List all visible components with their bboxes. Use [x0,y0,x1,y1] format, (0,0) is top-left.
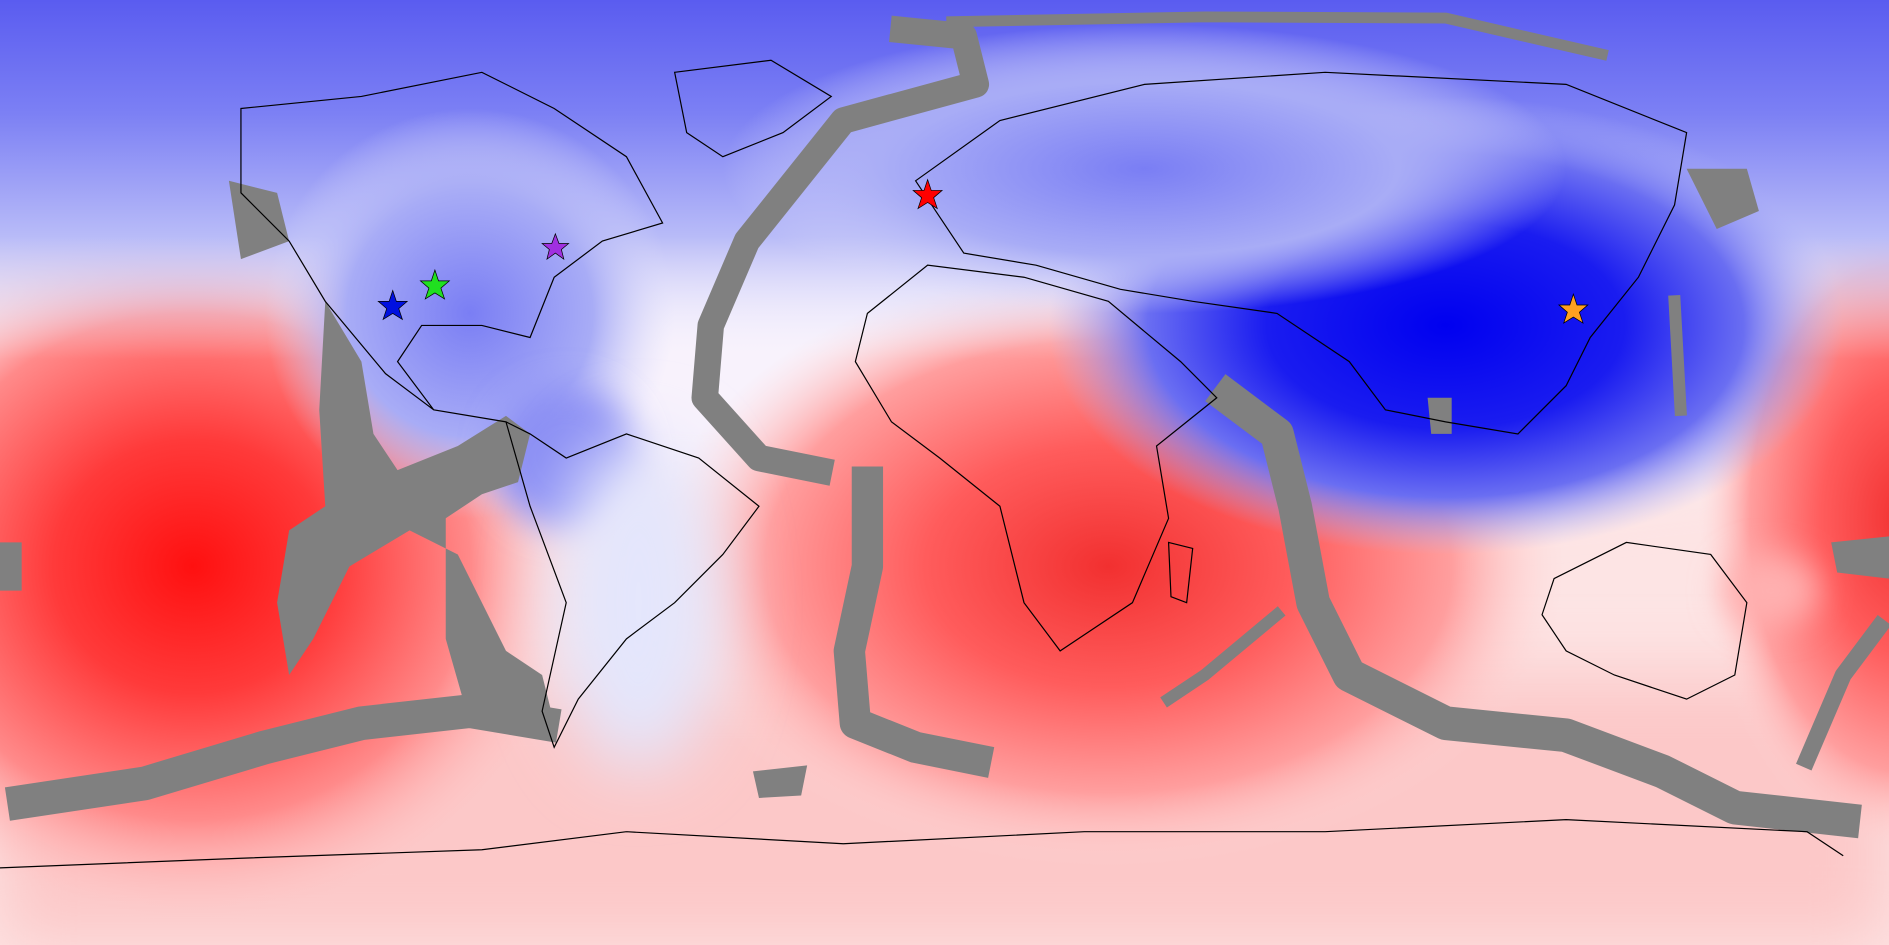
mask-band [946,11,1609,61]
atlantic-white [554,433,723,772]
mask-band [833,466,995,778]
africa-outline [854,264,1218,652]
star [377,289,409,321]
star [419,268,451,300]
australia-outline [1541,541,1748,700]
mask-band [1205,374,1862,839]
europe-blue [722,24,1567,314]
madagascar-outline [1167,541,1194,604]
site-stars [377,178,1589,324]
star [912,178,944,210]
mask-block [752,765,808,798]
americas-outline [240,71,760,749]
mask-block [228,180,290,260]
gray-blocks [0,168,1889,798]
eurasia-outline [914,71,1688,435]
mask-block [1427,397,1452,434]
mask-block [1686,168,1759,230]
mask-block [1831,536,1889,579]
greenland-outline [673,59,833,158]
star [1557,292,1589,324]
antarctica-outline [0,819,1844,869]
mask-band [691,15,990,486]
mask-block [0,542,22,591]
coastlines [0,59,1844,869]
mask-band [1796,614,1889,771]
star [541,232,570,261]
mask-band [1668,294,1687,417]
mask-band [1160,606,1286,708]
mask-block [277,301,555,724]
